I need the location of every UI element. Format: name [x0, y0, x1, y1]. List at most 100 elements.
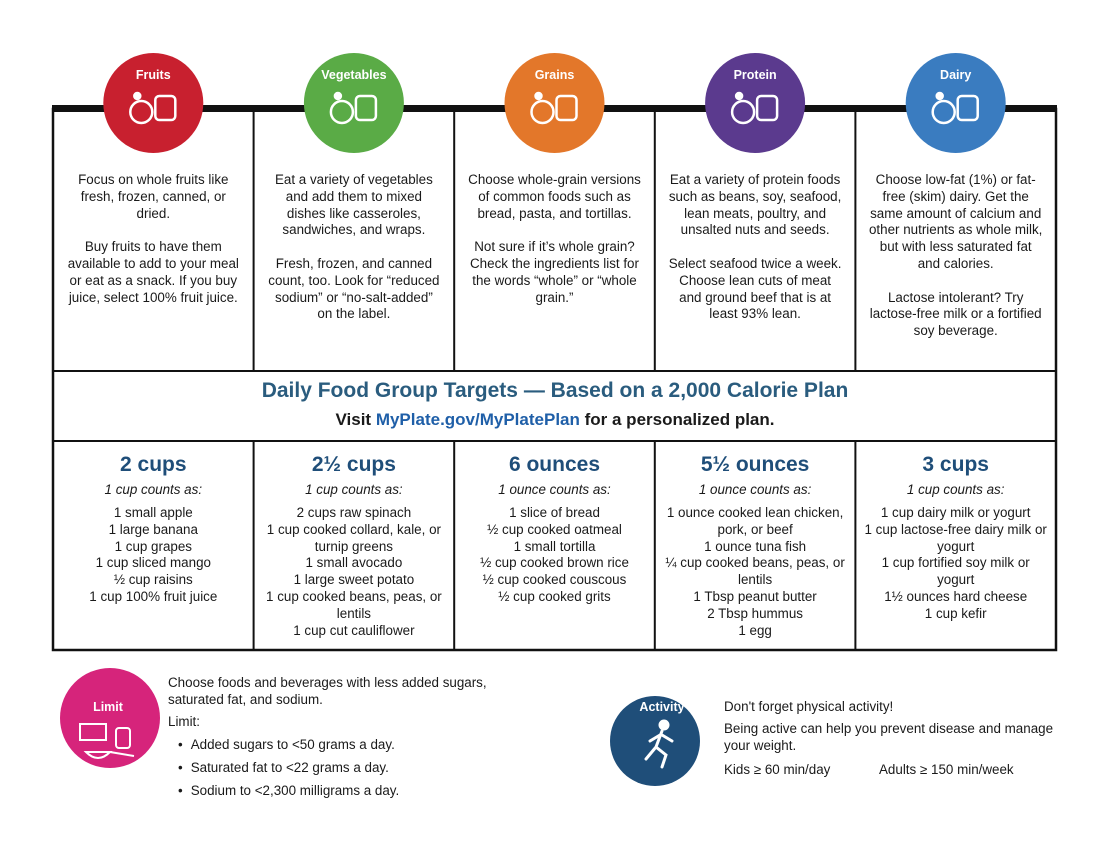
bullet-text: Added sugars to <50 grams a day. — [190, 737, 395, 752]
item: 1 cup kefir — [924, 605, 987, 621]
counts-as: 1 cup counts as: — [104, 482, 203, 497]
icon-shape — [931, 99, 956, 125]
icon-dot — [333, 91, 343, 101]
group-badge: Grains — [504, 53, 605, 153]
bullet-dot: • — [178, 737, 183, 752]
item: 1 small tortilla — [513, 538, 596, 554]
item: ¼ cup cooked beans, peas, or lentils — [665, 555, 845, 588]
description-paragraph: Lactose intolerant? Try lactose-free mil… — [869, 289, 1042, 339]
badge-icon — [530, 91, 578, 125]
icon-shape — [956, 94, 979, 122]
badge-circle — [705, 53, 806, 153]
icon-dot — [534, 91, 543, 101]
amount: 5½ ounces — [700, 453, 810, 476]
bullet-text: Saturated fat to <22 grams a day. — [190, 760, 389, 775]
counts-as: 1 ounce counts as: — [698, 482, 812, 497]
icon-body — [644, 729, 674, 769]
icon-shape — [730, 99, 756, 125]
band-title: Daily Food Group Targets — Based on a 2,… — [261, 379, 849, 402]
amount: 6 ounces — [508, 453, 601, 476]
icon-dot — [935, 91, 944, 101]
badge-label: Fruits — [136, 68, 171, 82]
band-subtitle: Visit MyPlate.gov/MyPlatePlan for a pers… — [53, 410, 1057, 430]
link-bold: MyPlate — [375, 410, 441, 429]
badge-label: Protein — [734, 68, 777, 82]
limit-bullet: • Saturated fat to <22 grams a day. — [178, 756, 399, 779]
item: 1 Tbsp peanut butter — [693, 588, 817, 604]
activity-text: Being active can help you prevent diseas… — [724, 721, 1054, 753]
limit-intro: Choose foods and beverages with less add… — [168, 675, 487, 707]
description-paragraph: Buy fruits to have them available to add… — [67, 239, 239, 305]
activity-kids: Kids ≥ 60 min/day — [724, 762, 831, 777]
item: 1 ounce cooked lean chicken, pork, or be… — [666, 505, 844, 537]
bullet-text: Sodium to <2,300 milligrams a day. — [190, 783, 400, 798]
items: 1 cup dairy milk or yogurt 1 cup lactose-… — [863, 505, 1049, 623]
icon-shape — [129, 99, 154, 125]
limit-heading: Limit: — [168, 714, 200, 729]
description: Choose whole-grain versions of common fo… — [467, 172, 643, 323]
item: 1 slice of bread — [509, 505, 600, 520]
suffix-text: for a personalized plan. — [584, 410, 775, 429]
item: 1 cup cooked collard, kale, or turnip gr… — [266, 521, 441, 554]
icon-dot — [734, 91, 744, 101]
item: ½ cup raisins — [113, 572, 193, 588]
description-paragraph: Fresh, frozen, and canned count, too. Lo… — [268, 255, 440, 322]
limit-badge: Limit — [60, 668, 160, 768]
amount: 2 cups — [120, 453, 187, 476]
item: 1 large sweet potato — [293, 572, 415, 588]
item: 1 large banana — [108, 521, 198, 537]
description: Eat a variety of protein foods such as b… — [667, 172, 843, 340]
activity-badge: Activity — [610, 696, 700, 786]
icon-shape — [83, 751, 135, 759]
item: 2 cups raw spinach — [296, 505, 412, 520]
group-badge: Dairy — [905, 53, 1006, 153]
bullet-dot: • — [178, 783, 183, 798]
item: ½ cup cooked oatmeal — [487, 521, 622, 537]
counts-as: 1 ounce counts as: — [498, 482, 611, 497]
badge-label: Grains — [535, 68, 575, 82]
badge-icon — [329, 91, 378, 125]
description-paragraph: Not sure if it’s whole grain? Check the … — [470, 239, 639, 305]
item: 1 cup cooked beans, peas, or lentils — [266, 588, 442, 621]
description-paragraph: Choose whole-grain versions of common fo… — [468, 172, 641, 221]
bullet-dot: • — [178, 760, 183, 775]
items: 2 cups raw spinach 1 cup cooked collard, … — [261, 505, 447, 639]
badge-label: Dairy — [940, 68, 971, 82]
limit-bullet: • Sodium to <2,300 milligrams a day. — [178, 779, 399, 802]
icon-shape — [154, 94, 177, 122]
icon-shape — [555, 94, 578, 122]
items: 1 slice of bread ½ cup cooked oatmeal 1 sm… — [462, 505, 648, 606]
item: 1 egg — [738, 622, 772, 638]
icon-dot — [133, 91, 142, 101]
description-paragraph: Eat a variety of protein foods such as b… — [668, 172, 842, 238]
badge-circle — [103, 53, 204, 153]
item: 1 cup fortified soy milk or yogurt — [881, 555, 1030, 588]
icon-head — [658, 719, 670, 731]
badge-circle — [303, 53, 404, 153]
icon-shape — [329, 99, 355, 125]
badge-circle — [905, 53, 1006, 153]
item: 1 cup sliced mango — [95, 555, 211, 571]
description-paragraph: Focus on whole fruits like fresh, frozen… — [78, 172, 229, 221]
limit-bullets: • Added sugars to <50 grams a day. • Satura… — [178, 733, 399, 802]
group-badge: Protein — [705, 53, 806, 153]
description: Focus on whole fruits like fresh, frozen… — [65, 172, 241, 323]
item: ½ cup cooked brown rice — [480, 555, 629, 571]
item: ½ cup cooked couscous — [482, 572, 627, 588]
badge-circle — [60, 668, 160, 768]
item: 2 Tbsp hummus — [707, 605, 803, 621]
limit-bullet: • Added sugars to <50 grams a day. — [178, 733, 399, 756]
icon-shape — [115, 727, 131, 749]
description-paragraph: Choose low-fat (1%) or fat-free (skim) d… — [868, 172, 1043, 271]
group-badge: Vegetables — [303, 53, 404, 153]
link-rest: .gov/MyPlatePlan — [440, 410, 580, 429]
item: 1 small apple — [113, 505, 193, 520]
link[interactable]: MyPlate.gov/MyPlatePlan — [376, 410, 580, 429]
item: ½ cup cooked grits — [498, 588, 611, 604]
icon-shape — [755, 94, 779, 122]
item: 1 cup cut cauliflower — [293, 622, 415, 638]
badge-icon — [730, 91, 779, 125]
badge-label: Limit — [93, 700, 124, 714]
